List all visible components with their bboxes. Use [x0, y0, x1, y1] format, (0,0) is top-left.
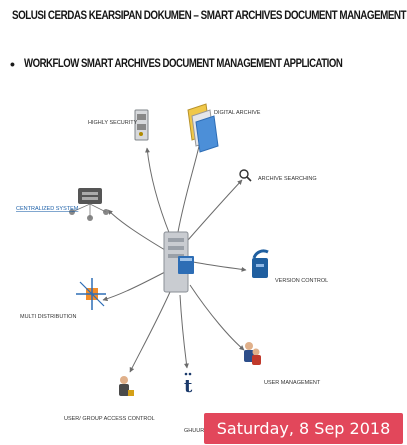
- arrow-to-archive: [177, 141, 202, 233]
- arrow-to-group-access: [129, 291, 171, 373]
- arrow-to-searching: [187, 179, 243, 241]
- label-highly-security: HIGHLY SECURITY: [88, 120, 138, 126]
- page-title: SOLUSI CERDAS KEARSIPAN DOKUMEN – SMART …: [12, 8, 407, 22]
- label-archive-searching: ARCHIVE SEARCHING: [258, 176, 317, 182]
- label-multi-distribution: MULTI DISTRIBUTION: [20, 314, 76, 320]
- arrow-to-security: [145, 147, 171, 236]
- distribution-icon: [76, 278, 106, 310]
- label-user-group-access: USER/ GROUP ACCESS CONTROL: [64, 416, 155, 422]
- arrow-to-ghuur: [179, 294, 189, 369]
- folders-icon: [187, 103, 219, 153]
- section-subtitle: WORKFLOW SMART ARCHIVES DOCUMENT MANAGEM…: [24, 56, 343, 70]
- label-centralized-system[interactable]: CENTRALIZED SYSTEM: [16, 206, 79, 212]
- date-badge: Saturday, 8 Sep 2018: [204, 413, 403, 444]
- users-icon: [244, 342, 261, 365]
- network-hub-icon: [69, 188, 109, 221]
- label-digital-archive: DIGITAL ARCHIVE: [214, 110, 261, 116]
- safe-icon: [134, 109, 149, 141]
- arrow-to-version: [192, 261, 247, 272]
- search-icon: [239, 169, 252, 182]
- server-hub-icon: [163, 231, 194, 293]
- arrow-to-distribution: [102, 271, 166, 302]
- svg-text:t: t: [184, 376, 193, 397]
- user-lock-icon: [119, 376, 134, 396]
- text-tool-icon: t: [184, 372, 193, 397]
- bullet-mark: •: [10, 56, 15, 72]
- connector-arrows: [102, 141, 247, 373]
- arrow-to-user-mgmt: [189, 284, 245, 351]
- label-ghuur: GHUUR: [184, 428, 204, 434]
- arrow-to-centralized: [107, 209, 166, 251]
- label-user-management: USER MANAGEMENT: [264, 380, 321, 386]
- label-version-control: VERSION CONTROL: [275, 278, 328, 284]
- version-control-icon: [252, 249, 269, 278]
